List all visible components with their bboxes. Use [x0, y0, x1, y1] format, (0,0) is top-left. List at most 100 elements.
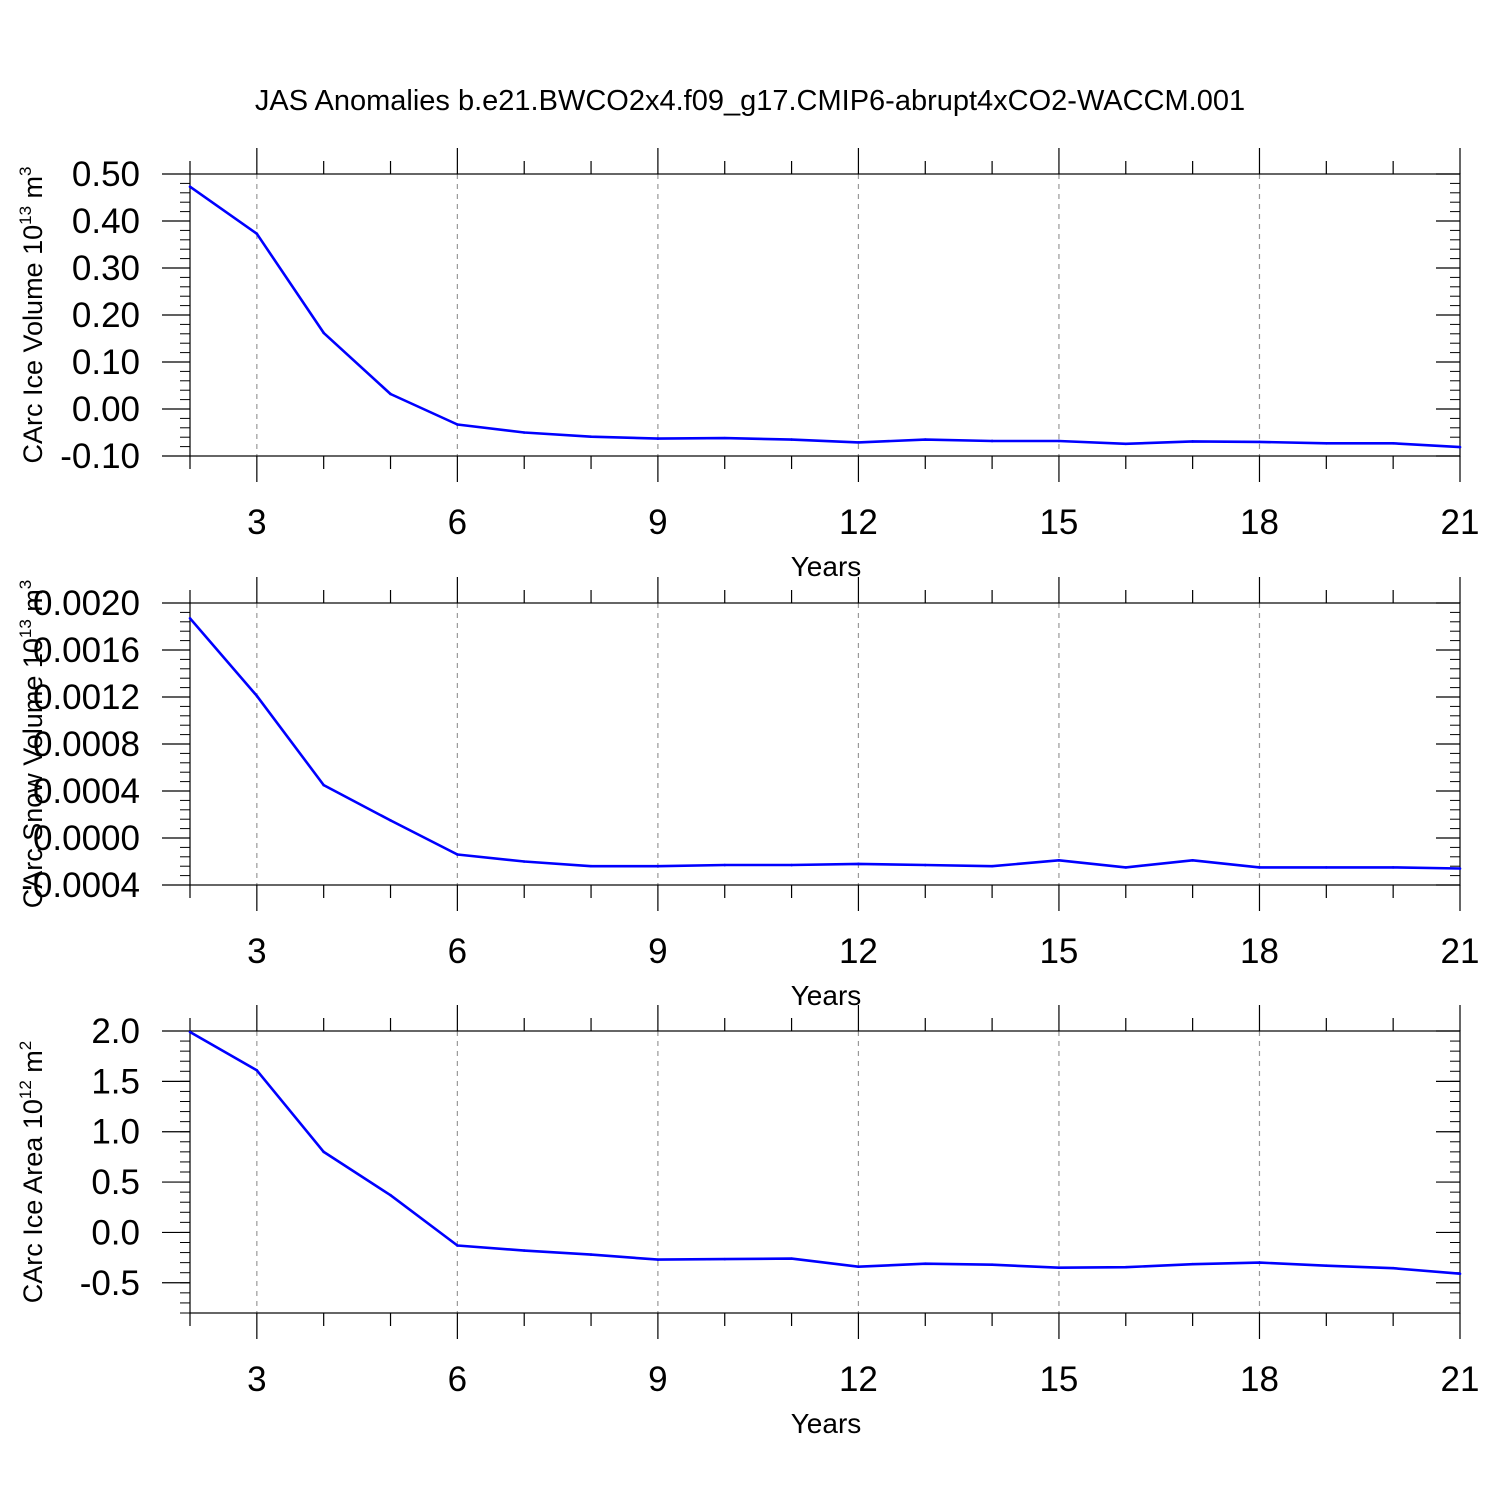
- y-tick-label: 0.50: [72, 155, 140, 194]
- y-axis-title-part: m: [18, 1050, 48, 1080]
- y-axis-title-superscript: 12: [16, 1080, 35, 1099]
- data-point: [923, 863, 927, 867]
- y-axis-title-part: CArc Snow Volume 10: [18, 638, 48, 908]
- y-tick-label: 0.0020: [33, 584, 140, 623]
- data-point: [923, 1262, 927, 1265]
- x-tick-label: 3: [247, 503, 266, 542]
- data-point: [1391, 1266, 1395, 1270]
- x-tick-label: 12: [839, 932, 878, 971]
- x-tick-label: 6: [448, 503, 467, 542]
- data-point: [1325, 442, 1328, 445]
- y-tick-label: 0.0016: [33, 631, 140, 670]
- data-point: [255, 694, 259, 698]
- data-point: [1124, 442, 1128, 446]
- data-point: [723, 1257, 727, 1261]
- chart-panel-1: 3 6 9 12 15 18 21 Years -0.10 0.00 0.10 0.20 0.30 0.4…: [16, 148, 1479, 582]
- x-tick-label: 3: [247, 1360, 266, 1399]
- data-point: [656, 864, 660, 868]
- data-point: [522, 1249, 526, 1252]
- data-point: [188, 1030, 192, 1034]
- data-point: [389, 1193, 392, 1197]
- y-axis-title-superscript: 2: [16, 1041, 35, 1050]
- y-tick-label: 0.0004: [33, 772, 140, 811]
- plot-frame: [189, 173, 1461, 457]
- data-point: [522, 431, 526, 434]
- x-tick-label: 12: [839, 1360, 878, 1399]
- data-point: [656, 1258, 660, 1261]
- data-point: [1258, 1261, 1261, 1264]
- y-tick-label: 0.10: [72, 343, 140, 382]
- data-point: [723, 436, 727, 440]
- data-point: [589, 1253, 593, 1256]
- data-point: [723, 863, 727, 867]
- data-point: [1391, 866, 1395, 869]
- x-axis-title: Years: [791, 1408, 862, 1439]
- data-point: [1057, 439, 1061, 443]
- data-point: [188, 616, 192, 620]
- data-point: [656, 437, 660, 440]
- x-tick-label: 9: [648, 932, 667, 971]
- data-point: [990, 439, 994, 443]
- data-point: [322, 331, 325, 335]
- y-tick-label: 0.30: [72, 249, 140, 288]
- y-tick-label: -0.5: [80, 1264, 140, 1303]
- data-point: [1458, 867, 1462, 870]
- x-tick-label: 18: [1240, 1360, 1279, 1399]
- x-tick-label: 18: [1240, 503, 1279, 542]
- y-axis-title-part: CArc Ice Volume 10: [18, 225, 48, 464]
- data-point: [790, 863, 793, 867]
- y-axis-title-superscript: 3: [16, 580, 35, 589]
- x-tick-label: 21: [1441, 932, 1480, 971]
- plot-frame: [189, 602, 1461, 886]
- y-tick-label: 0.0008: [33, 725, 140, 764]
- x-tick-label: 21: [1441, 1360, 1480, 1399]
- y-tick-label: -0.10: [60, 437, 140, 476]
- data-point: [1124, 866, 1128, 869]
- data-point: [857, 441, 860, 444]
- x-axis-title: Years: [791, 980, 862, 1011]
- x-tick-label: 15: [1039, 1360, 1078, 1399]
- data-point: [990, 1263, 994, 1266]
- series-line: [189, 1030, 1461, 1275]
- data-point: [1325, 866, 1328, 869]
- data-point: [1057, 1266, 1061, 1269]
- x-tick-label: 9: [648, 1360, 667, 1399]
- x-tick-label: 3: [247, 932, 266, 971]
- data-point: [522, 860, 526, 863]
- data-point: [322, 783, 325, 787]
- x-tick-label: 21: [1441, 503, 1480, 542]
- data-point: [1325, 1264, 1328, 1267]
- y-axis-title-superscript: 3: [16, 166, 35, 175]
- data-point: [1258, 866, 1261, 869]
- data-point: [1191, 440, 1194, 443]
- data-point: [456, 853, 459, 856]
- y-tick-label: 0.0000: [33, 819, 140, 858]
- x-tick-label: 6: [448, 1360, 467, 1399]
- data-point: [990, 864, 994, 868]
- y-tick-label: 0.0012: [33, 678, 140, 717]
- data-point: [1258, 440, 1261, 444]
- chart-panel-3: 3 6 9 12 15 18 21 Years -0.5 0.0 0.5 1.0 1.5 2.0 CArc …: [16, 1005, 1479, 1439]
- data-point: [857, 862, 860, 866]
- data-point: [255, 232, 259, 235]
- x-tick-label: 18: [1240, 932, 1279, 971]
- data-point: [1391, 442, 1395, 445]
- data-point: [456, 1244, 459, 1247]
- data-point: [1057, 859, 1061, 862]
- y-axis-title: CArc Ice Volume 1013 m3: [16, 166, 48, 463]
- x-tick-label: 9: [648, 503, 667, 542]
- chart-title: JAS Anomalies b.e21.BWCO2x4.f09_g17.CMIP…: [255, 85, 1245, 117]
- data-point: [389, 392, 392, 396]
- chart-panel-2: 3 6 9 12 15 18 21 Years -0.0004 0.0000 0.0004 0.000…: [16, 577, 1479, 1011]
- data-point: [1124, 1265, 1128, 1269]
- y-tick-label: 0.00: [72, 390, 140, 429]
- data-point: [1458, 445, 1462, 449]
- y-tick-label: -0.0004: [21, 866, 140, 905]
- x-axis-title: Years: [791, 551, 862, 582]
- y-tick-label: 0.0: [91, 1213, 140, 1252]
- x-tick-label: 12: [839, 503, 878, 542]
- panels: 3 6 9 12 15 18 21 Years -0.10 0.00 0.10 0.20 0.30 0.4…: [16, 148, 1479, 1439]
- y-tick-label: 2.0: [91, 1012, 140, 1051]
- data-point: [1458, 1272, 1462, 1276]
- y-axis-title-superscript: 13: [16, 206, 35, 225]
